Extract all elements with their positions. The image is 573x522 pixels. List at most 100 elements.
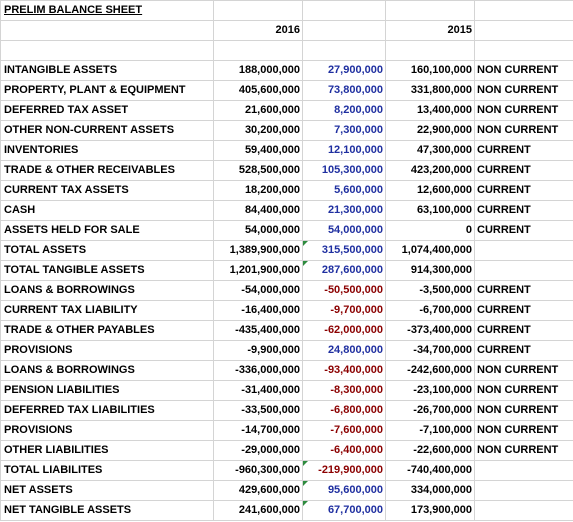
category-cell[interactable]	[474, 480, 573, 501]
value-2016-cell[interactable]: 188,000,000	[213, 60, 303, 81]
empty-cell[interactable]	[302, 40, 386, 61]
value-2015-cell[interactable]: 334,000,000	[385, 480, 475, 501]
change-cell[interactable]: 8,200,000	[302, 100, 386, 121]
value-2015-cell[interactable]: -242,600,000	[385, 360, 475, 381]
change-cell[interactable]: -93,400,000	[302, 360, 386, 381]
category-cell[interactable]: NON CURRENT	[474, 440, 573, 461]
category-cell[interactable]: CURRENT	[474, 160, 573, 181]
value-2015-cell[interactable]: 13,400,000	[385, 100, 475, 121]
category-cell[interactable]: NON CURRENT	[474, 100, 573, 121]
value-2016-cell[interactable]: -9,900,000	[213, 340, 303, 361]
value-2016-cell[interactable]: -435,400,000	[213, 320, 303, 341]
sheet-title[interactable]: PRELIM BALANCE SHEET	[0, 0, 214, 21]
value-2015-cell[interactable]: 173,900,000	[385, 500, 475, 521]
row-label-cell[interactable]: ASSETS HELD FOR SALE	[0, 220, 214, 241]
change-cell[interactable]: 24,800,000	[302, 340, 386, 361]
value-2016-cell[interactable]: 18,200,000	[213, 180, 303, 201]
row-label-cell[interactable]: NET TANGIBLE ASSETS	[0, 500, 214, 521]
change-cell[interactable]: -6,800,000	[302, 400, 386, 421]
row-label-cell[interactable]: LOANS & BORROWINGS	[0, 280, 214, 301]
change-cell[interactable]: 5,600,000	[302, 180, 386, 201]
change-cell[interactable]: 105,300,000	[302, 160, 386, 181]
empty-cell[interactable]	[385, 0, 475, 21]
row-label-cell[interactable]: CURRENT TAX ASSETS	[0, 180, 214, 201]
change-cell[interactable]: 7,300,000	[302, 120, 386, 141]
change-cell[interactable]: -6,400,000	[302, 440, 386, 461]
empty-cell[interactable]	[0, 40, 214, 61]
category-cell[interactable]: NON CURRENT	[474, 80, 573, 101]
row-label-cell[interactable]: PROVISIONS	[0, 340, 214, 361]
category-cell[interactable]: NON CURRENT	[474, 380, 573, 401]
value-2016-cell[interactable]: 405,600,000	[213, 80, 303, 101]
category-cell[interactable]	[474, 240, 573, 261]
row-label-cell[interactable]: DEFERRED TAX LIABILITIES	[0, 400, 214, 421]
value-2016-cell[interactable]: -16,400,000	[213, 300, 303, 321]
value-2015-cell[interactable]: -740,400,000	[385, 460, 475, 481]
value-2015-cell[interactable]: -3,500,000	[385, 280, 475, 301]
category-cell[interactable]	[474, 260, 573, 281]
change-cell[interactable]: 287,600,000	[302, 260, 386, 281]
value-2016-cell[interactable]: -29,000,000	[213, 440, 303, 461]
value-2015-cell[interactable]: -6,700,000	[385, 300, 475, 321]
value-2016-cell[interactable]: 1,389,900,000	[213, 240, 303, 261]
change-cell[interactable]: 21,300,000	[302, 200, 386, 221]
change-cell[interactable]: 73,800,000	[302, 80, 386, 101]
value-2015-cell[interactable]: -23,100,000	[385, 380, 475, 401]
category-cell[interactable]: CURRENT	[474, 220, 573, 241]
row-label-cell[interactable]: CASH	[0, 200, 214, 221]
value-2016-cell[interactable]: 241,600,000	[213, 500, 303, 521]
change-cell[interactable]: -62,000,000	[302, 320, 386, 341]
value-2016-cell[interactable]: 1,201,900,000	[213, 260, 303, 281]
row-label-cell[interactable]: TRADE & OTHER PAYABLES	[0, 320, 214, 341]
row-label-cell[interactable]: TOTAL TANGIBLE ASSETS	[0, 260, 214, 281]
category-cell[interactable]: NON CURRENT	[474, 420, 573, 441]
empty-cell[interactable]	[0, 20, 214, 41]
category-cell[interactable]: NON CURRENT	[474, 120, 573, 141]
empty-cell[interactable]	[213, 40, 303, 61]
category-cell[interactable]: NON CURRENT	[474, 360, 573, 381]
value-2016-cell[interactable]: 528,500,000	[213, 160, 303, 181]
empty-cell[interactable]	[474, 0, 573, 21]
change-cell[interactable]: 67,700,000	[302, 500, 386, 521]
value-2016-cell[interactable]: 429,600,000	[213, 480, 303, 501]
value-2015-cell[interactable]: -34,700,000	[385, 340, 475, 361]
value-2016-cell[interactable]: -33,500,000	[213, 400, 303, 421]
value-2015-cell[interactable]: 0	[385, 220, 475, 241]
row-label-cell[interactable]: PENSION LIABILITIES	[0, 380, 214, 401]
value-2016-cell[interactable]: 84,400,000	[213, 200, 303, 221]
category-cell[interactable]	[474, 500, 573, 521]
empty-cell[interactable]	[385, 40, 475, 61]
value-2016-cell[interactable]: -31,400,000	[213, 380, 303, 401]
value-2016-cell[interactable]: -336,000,000	[213, 360, 303, 381]
category-cell[interactable]: CURRENT	[474, 340, 573, 361]
category-cell[interactable]: CURRENT	[474, 140, 573, 161]
category-cell[interactable]: CURRENT	[474, 280, 573, 301]
change-cell[interactable]: -7,600,000	[302, 420, 386, 441]
row-label-cell[interactable]: NET ASSETS	[0, 480, 214, 501]
category-cell[interactable]: NON CURRENT	[474, 60, 573, 81]
category-cell[interactable]	[474, 460, 573, 481]
value-2016-cell[interactable]: 54,000,000	[213, 220, 303, 241]
value-2016-cell[interactable]: 21,600,000	[213, 100, 303, 121]
category-cell[interactable]: CURRENT	[474, 180, 573, 201]
change-cell[interactable]: 95,600,000	[302, 480, 386, 501]
value-2016-cell[interactable]: -54,000,000	[213, 280, 303, 301]
empty-cell[interactable]	[302, 20, 386, 41]
empty-cell[interactable]	[213, 0, 303, 21]
value-2015-cell[interactable]: 47,300,000	[385, 140, 475, 161]
category-cell[interactable]: NON CURRENT	[474, 400, 573, 421]
category-cell[interactable]: CURRENT	[474, 300, 573, 321]
row-label-cell[interactable]: INTANGIBLE ASSETS	[0, 60, 214, 81]
change-cell[interactable]: 315,500,000	[302, 240, 386, 261]
value-2015-cell[interactable]: -7,100,000	[385, 420, 475, 441]
value-2016-cell[interactable]: -960,300,000	[213, 460, 303, 481]
year-2016-header[interactable]: 2016	[213, 20, 303, 41]
change-cell[interactable]: -8,300,000	[302, 380, 386, 401]
row-label-cell[interactable]: PROVISIONS	[0, 420, 214, 441]
row-label-cell[interactable]: INVENTORIES	[0, 140, 214, 161]
row-label-cell[interactable]: CURRENT TAX LIABILITY	[0, 300, 214, 321]
value-2015-cell[interactable]: -373,400,000	[385, 320, 475, 341]
category-cell[interactable]: CURRENT	[474, 320, 573, 341]
row-label-cell[interactable]: TOTAL ASSETS	[0, 240, 214, 261]
category-cell[interactable]: CURRENT	[474, 200, 573, 221]
